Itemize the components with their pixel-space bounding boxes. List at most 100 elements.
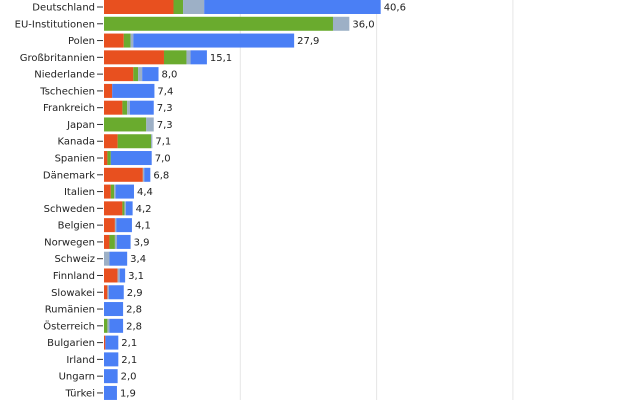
category-label: Belgien bbox=[58, 221, 95, 232]
category-label: Dänemark bbox=[43, 170, 95, 181]
bar-segment bbox=[117, 268, 120, 283]
bar-segment bbox=[104, 117, 147, 132]
bar-segment bbox=[130, 33, 134, 48]
category-label: Slowakei bbox=[51, 288, 95, 299]
value-label: 36,0 bbox=[352, 19, 374, 30]
bar-segment bbox=[112, 83, 155, 98]
category-label: Irland bbox=[66, 355, 95, 366]
bar-segment bbox=[104, 318, 108, 333]
bar-segment bbox=[104, 234, 110, 249]
value-label: 2,1 bbox=[121, 355, 137, 366]
value-label: 3,1 bbox=[128, 271, 144, 282]
category-label: Japan bbox=[66, 120, 95, 131]
bar-segment bbox=[114, 184, 116, 199]
bar-segment bbox=[107, 318, 110, 333]
category-label: Spanien bbox=[55, 154, 95, 165]
bar-segment bbox=[104, 151, 108, 166]
bar-segment bbox=[117, 134, 152, 149]
bar-segment bbox=[138, 67, 143, 82]
bar-segment bbox=[133, 67, 139, 82]
bar-segment bbox=[104, 268, 118, 283]
category-label: Norwegen bbox=[44, 237, 95, 248]
bar-segment bbox=[104, 16, 333, 31]
value-label: 8,0 bbox=[162, 70, 178, 81]
bar-segment bbox=[104, 302, 124, 317]
bar-segment bbox=[146, 117, 154, 132]
bar-segment bbox=[142, 67, 159, 82]
bar-segment bbox=[127, 100, 130, 115]
bar-segment bbox=[104, 335, 106, 350]
bar-segment bbox=[190, 50, 207, 65]
category-label: Österreich bbox=[43, 319, 95, 332]
value-label: 2,8 bbox=[126, 305, 142, 316]
bar-segment bbox=[104, 285, 108, 300]
value-label: 7,3 bbox=[157, 103, 173, 114]
bar-segment bbox=[125, 201, 133, 216]
bar-segment bbox=[104, 167, 143, 182]
category-label: Schweden bbox=[44, 204, 95, 215]
bar-segment bbox=[204, 0, 381, 14]
category-label: Rumänien bbox=[45, 305, 95, 316]
bar-segment bbox=[122, 201, 125, 216]
bar-segment bbox=[122, 100, 128, 115]
value-label: 4,2 bbox=[136, 204, 152, 215]
bar-segment bbox=[144, 167, 151, 182]
value-label: 15,1 bbox=[210, 53, 232, 64]
category-label: EU-Institutionen bbox=[15, 19, 95, 30]
value-label: 1,9 bbox=[120, 388, 136, 399]
bar-segment bbox=[109, 251, 128, 266]
bar-segment bbox=[124, 201, 126, 216]
bar-segment bbox=[109, 318, 124, 333]
value-label: 27,9 bbox=[297, 36, 319, 47]
bar-segment bbox=[123, 33, 131, 48]
bar-segment bbox=[104, 50, 164, 65]
value-label: 6,8 bbox=[153, 170, 169, 181]
bar-segment bbox=[104, 134, 118, 149]
bar-segment bbox=[104, 251, 110, 266]
bar-segment bbox=[186, 50, 191, 65]
bar-segment bbox=[133, 33, 295, 48]
bar-segment bbox=[332, 16, 350, 31]
category-label: Tschechien bbox=[39, 86, 95, 97]
value-label: 7,3 bbox=[157, 120, 173, 131]
value-label: 7,4 bbox=[157, 86, 173, 97]
value-label: 2,9 bbox=[127, 288, 143, 299]
category-label: Kanada bbox=[58, 137, 95, 148]
bar-segment bbox=[104, 369, 118, 384]
category-label: Finnland bbox=[53, 271, 95, 282]
bar-segment bbox=[116, 218, 132, 233]
bar-segment bbox=[105, 335, 119, 350]
category-label: Niederlande bbox=[34, 70, 95, 81]
bar-segment bbox=[107, 285, 109, 300]
bar-segment bbox=[104, 33, 124, 48]
bar-segment bbox=[104, 67, 134, 82]
bar-segment bbox=[163, 50, 187, 65]
value-label: 4,1 bbox=[135, 221, 151, 232]
category-label: Deutschland bbox=[32, 3, 95, 14]
category-label: Ungarn bbox=[59, 372, 95, 383]
bar-segment bbox=[110, 184, 115, 199]
value-label: 3,4 bbox=[130, 254, 146, 265]
bar-segment bbox=[114, 218, 117, 233]
value-label: 40,6 bbox=[384, 3, 406, 14]
category-label: Türkei bbox=[64, 388, 95, 399]
bar-segment bbox=[110, 151, 152, 166]
bar-segment bbox=[129, 100, 154, 115]
value-label: 2,0 bbox=[121, 372, 137, 383]
category-label: Schweiz bbox=[54, 254, 95, 265]
bar-segment bbox=[116, 234, 131, 249]
bar-segment bbox=[104, 352, 119, 367]
bar-segment bbox=[119, 268, 126, 283]
bar-segment bbox=[115, 184, 134, 199]
bar-segment bbox=[104, 0, 174, 14]
value-label: 2,1 bbox=[121, 338, 137, 349]
bar-segment bbox=[151, 134, 153, 149]
category-label: Großbritannien bbox=[20, 53, 95, 64]
bar-segment bbox=[114, 234, 117, 249]
bar-segment bbox=[104, 100, 123, 115]
bar-segment bbox=[104, 201, 123, 216]
category-label: Polen bbox=[68, 36, 95, 47]
value-label: 7,1 bbox=[155, 137, 171, 148]
value-label: 2,8 bbox=[126, 321, 142, 332]
